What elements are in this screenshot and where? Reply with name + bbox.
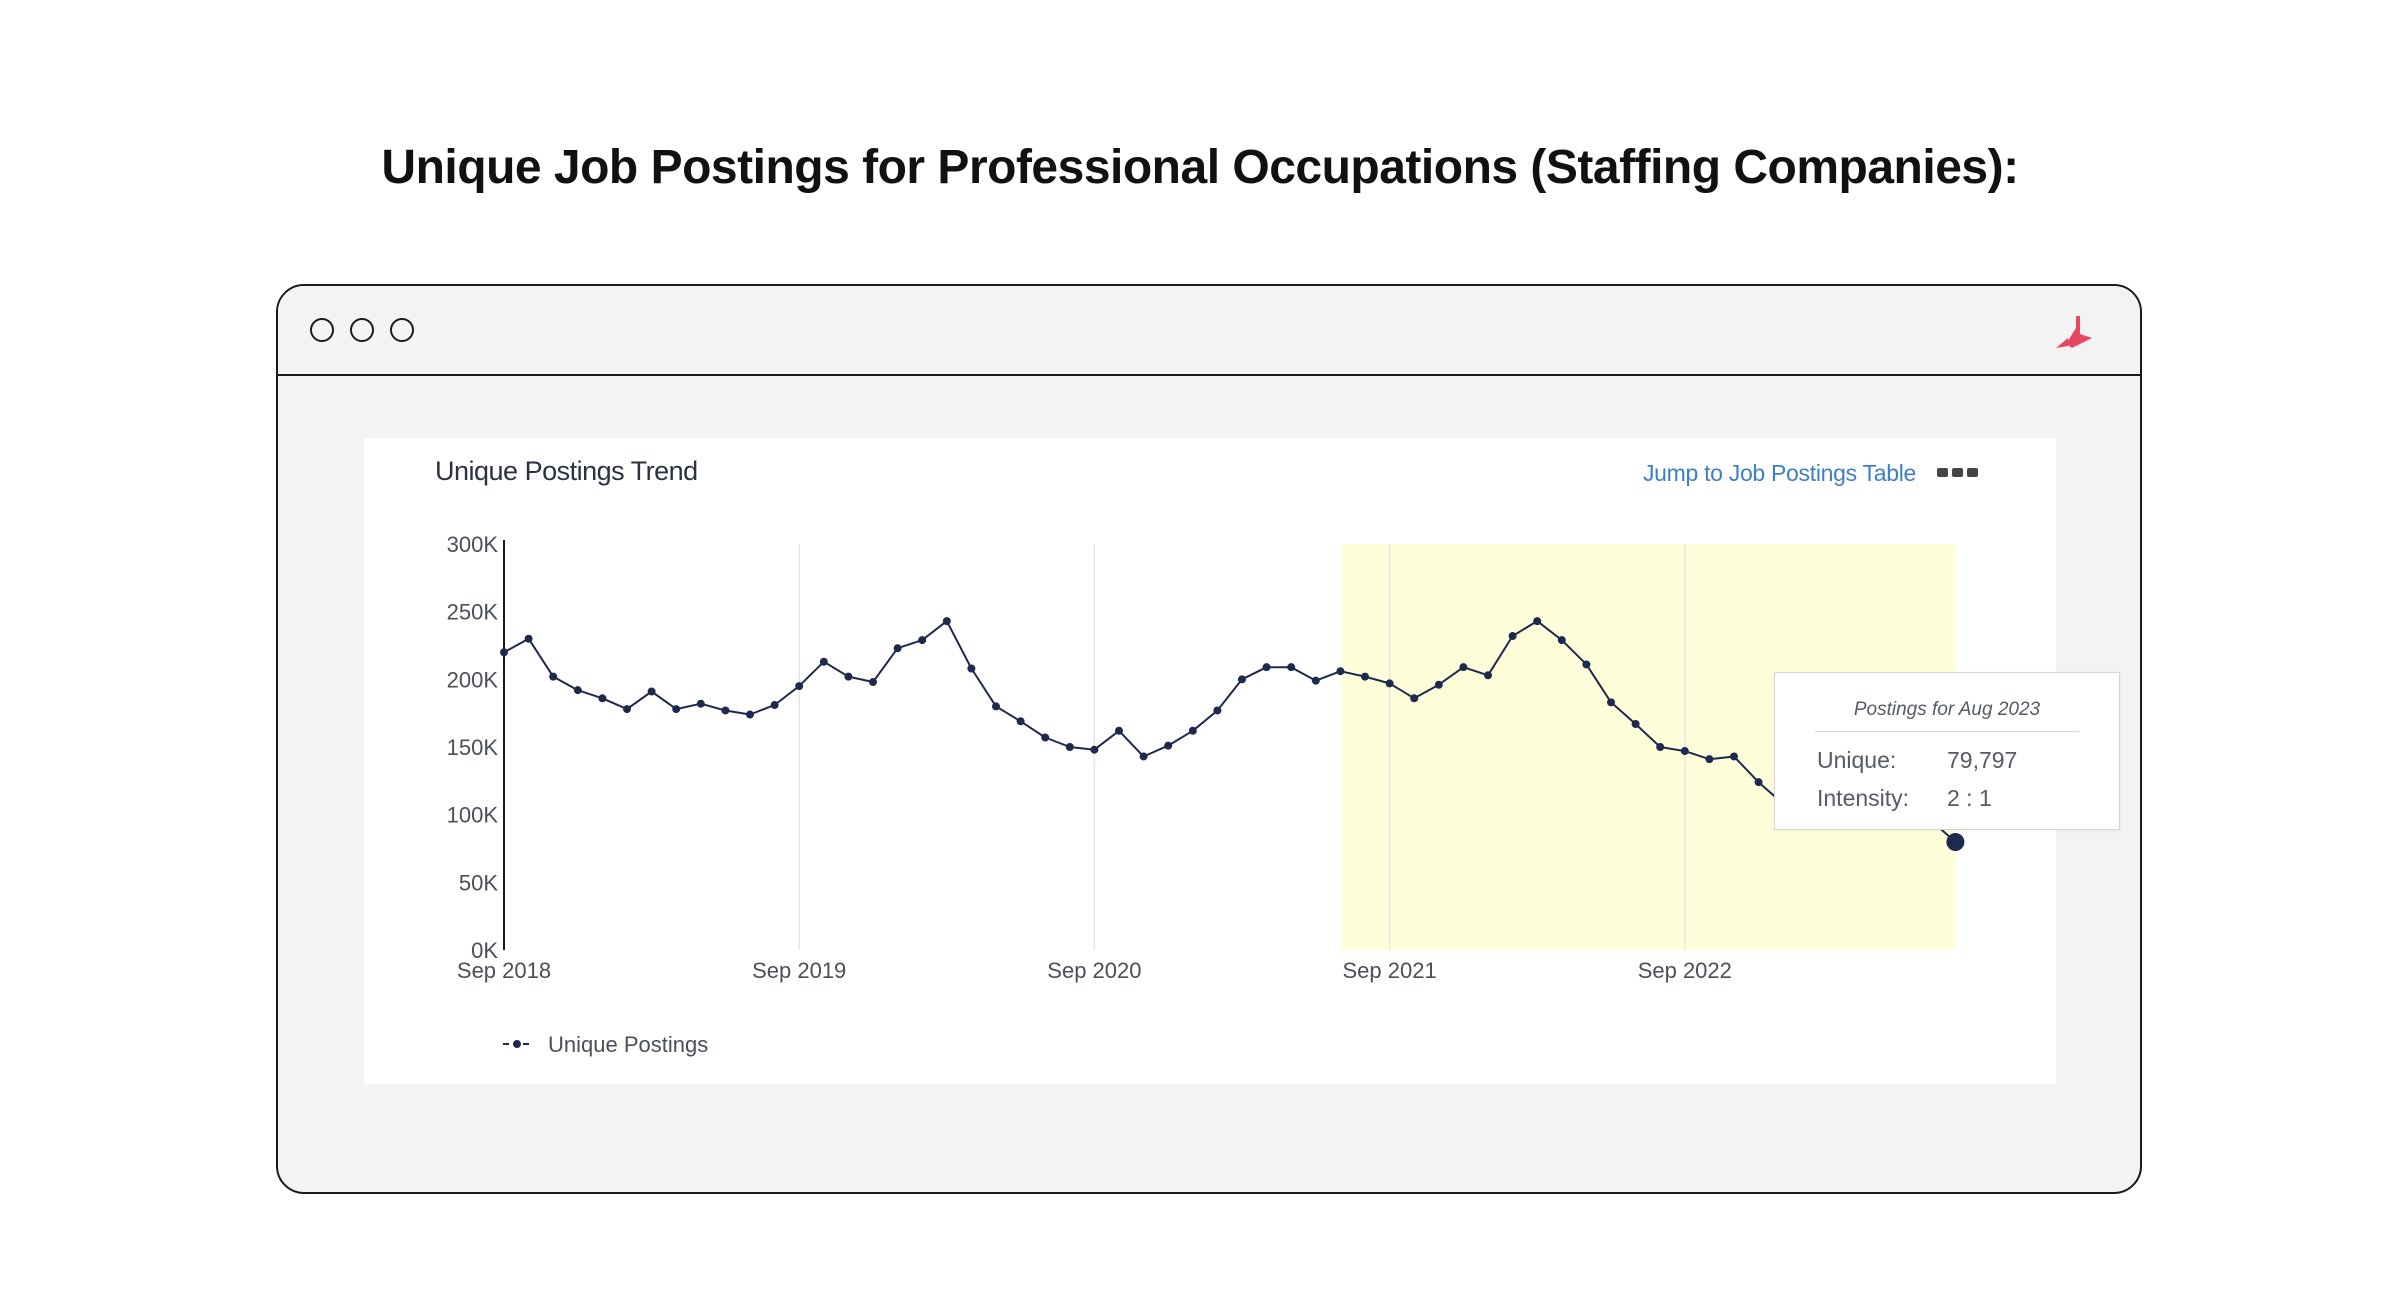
tooltip-divider bbox=[1815, 731, 2079, 732]
data-point bbox=[721, 706, 730, 715]
data-point bbox=[1680, 747, 1689, 756]
data-point bbox=[1656, 743, 1665, 751]
data-point bbox=[500, 648, 508, 657]
y-tick-label: 300K bbox=[447, 532, 499, 557]
active-data-point bbox=[1946, 833, 1965, 852]
window-control-circle-icon[interactable] bbox=[390, 318, 414, 342]
y-tick-label: 150K bbox=[447, 735, 499, 760]
data-point bbox=[1090, 745, 1099, 754]
chart-title: Unique Postings Trend bbox=[435, 456, 698, 486]
data-point bbox=[1705, 755, 1714, 764]
x-tick-label: Sep 2022 bbox=[1638, 958, 1732, 983]
data-point bbox=[1311, 676, 1320, 685]
data-point bbox=[819, 657, 828, 666]
more-dots-icon[interactable] bbox=[1936, 464, 1980, 480]
data-point bbox=[1361, 672, 1369, 681]
tooltip-title: Postings for Aug 2023 bbox=[1853, 699, 2041, 720]
data-point bbox=[992, 702, 1000, 711]
x-tick-label: Sep 2020 bbox=[1047, 958, 1141, 983]
data-point bbox=[1385, 679, 1394, 688]
data-point bbox=[1582, 660, 1591, 669]
y-tick-label: 50K bbox=[459, 870, 498, 895]
data-point bbox=[795, 682, 804, 691]
data-point bbox=[623, 705, 631, 714]
data-point bbox=[1533, 617, 1542, 626]
data-point bbox=[746, 710, 754, 719]
data-point bbox=[1434, 680, 1443, 689]
data-point bbox=[1459, 663, 1468, 672]
data-point bbox=[549, 672, 558, 681]
series-line-unique-postings bbox=[503, 620, 1957, 843]
data-point bbox=[524, 634, 533, 643]
data-point bbox=[1607, 698, 1615, 707]
data-point bbox=[1484, 671, 1492, 680]
y-tick-label: 200K bbox=[447, 667, 499, 692]
y-tick-label: 250K bbox=[447, 600, 499, 625]
data-point bbox=[1631, 719, 1640, 728]
legend-label: Unique Postings bbox=[548, 1032, 708, 1057]
data-point bbox=[647, 687, 656, 696]
data-point bbox=[1336, 667, 1345, 676]
jump-to-job-postings-table-link[interactable]: Jump to Job Postings Table bbox=[1642, 460, 1916, 486]
tooltip-intensity-label: Intensity: bbox=[1817, 785, 1910, 811]
data-point bbox=[1213, 706, 1222, 715]
data-point bbox=[869, 678, 877, 687]
legend-marker-icon bbox=[513, 1040, 521, 1048]
data-point bbox=[1287, 663, 1296, 672]
data-point bbox=[1262, 663, 1271, 672]
window-titlebar bbox=[278, 286, 2140, 376]
data-point bbox=[1410, 694, 1419, 703]
x-tick-label: Sep 2019 bbox=[752, 958, 846, 983]
data-point bbox=[1065, 743, 1074, 751]
data-point bbox=[942, 617, 951, 626]
brand-logo-icon bbox=[2056, 316, 2092, 348]
data-point bbox=[967, 664, 976, 673]
page-heading: Unique Job Postings for Professional Occ… bbox=[381, 141, 2019, 194]
tooltip-intensity-value: 2 : 1 bbox=[1947, 785, 1992, 811]
tooltip-unique-value: 79,797 bbox=[1947, 747, 2018, 773]
data-point bbox=[1754, 778, 1763, 787]
data-point bbox=[1188, 726, 1197, 735]
data-point bbox=[598, 694, 607, 703]
data-point bbox=[1238, 675, 1246, 684]
tooltip-unique-label: Unique: bbox=[1817, 747, 1897, 773]
x-tick-label: Sep 2021 bbox=[1342, 958, 1436, 983]
data-point bbox=[696, 699, 705, 708]
y-tick-label: 0K bbox=[471, 938, 498, 963]
y-tick-label: 100K bbox=[447, 803, 499, 828]
data-point bbox=[1139, 752, 1148, 761]
data-point bbox=[672, 705, 681, 714]
data-point bbox=[1508, 632, 1517, 641]
data-point bbox=[573, 686, 582, 695]
data-point bbox=[918, 636, 927, 645]
data-point bbox=[1730, 752, 1738, 761]
data-point bbox=[1115, 726, 1123, 735]
window-control-circle-icon[interactable] bbox=[350, 318, 374, 342]
data-point bbox=[1016, 717, 1025, 726]
data-point bbox=[1164, 741, 1173, 750]
chart-tooltip: Postings for Aug 2023 Unique: 79,797 Int… bbox=[1774, 672, 2120, 830]
data-point bbox=[844, 672, 853, 681]
window-control-circle-icon[interactable] bbox=[310, 318, 334, 342]
data-point bbox=[1041, 733, 1050, 742]
data-point bbox=[893, 644, 902, 653]
x-tick-label: Sep 2018 bbox=[457, 958, 551, 983]
data-point bbox=[1557, 636, 1566, 645]
data-point bbox=[770, 701, 779, 710]
